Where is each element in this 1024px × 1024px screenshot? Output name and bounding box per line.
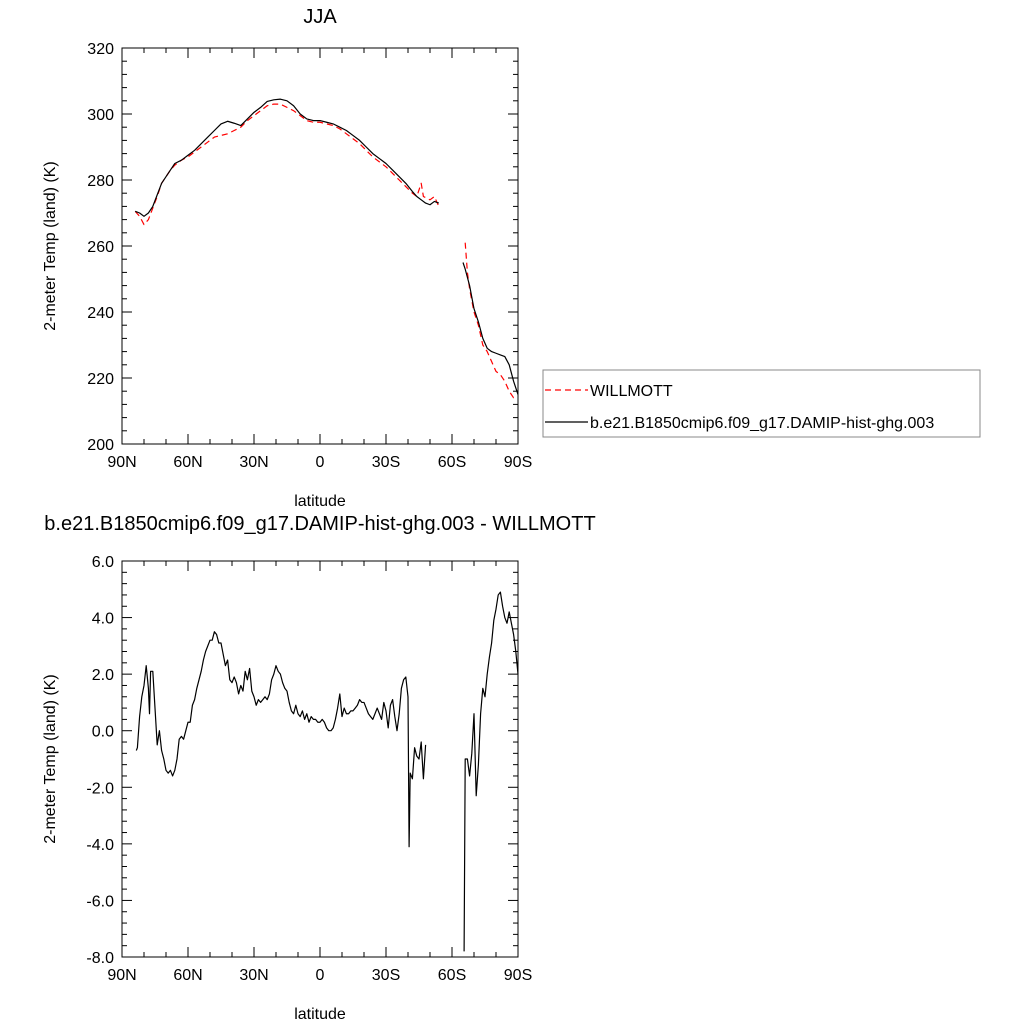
top-x-tick-label: 30N	[239, 454, 268, 471]
top-series-layer	[134, 98, 519, 399]
bottom-y-tick-label: 4.0	[92, 611, 114, 628]
bottom-x-tick-label: 30N	[239, 967, 268, 984]
bottom-y-tick-label: 0.0	[92, 724, 114, 741]
top-ticks-layer: 90N 60N 30N 0 30S 60S 90S 200 220 240 260 280 300 320	[87, 41, 532, 471]
bottom-y-tick-label: 6.0	[92, 554, 114, 571]
top-x-tick-label: 30S	[372, 454, 400, 471]
bottom-chart-title: b.e21.B1850cmip6.f09_g17.DAMIP-hist-ghg.…	[44, 513, 595, 535]
top-series-1-line	[134, 98, 440, 217]
bottom-series-0-line	[463, 591, 519, 952]
top-chart-title: JJA	[303, 6, 337, 28]
top-y-tick-label: 200	[87, 437, 114, 454]
bottom-series-0-line	[135, 631, 427, 848]
bottom-y-tick-label: -2.0	[86, 780, 114, 797]
legend-box	[542, 369, 981, 438]
top-x-tick-label: 0	[316, 454, 325, 471]
top-y-tick-label: 280	[87, 173, 114, 190]
bottom-x-tick-label: 90S	[504, 967, 532, 984]
bottom-x-tick-label: 60S	[438, 967, 466, 984]
bottom-x-tick-label: 0	[316, 967, 325, 984]
top-y-tick-label: 260	[87, 239, 114, 256]
bottom-y-tick-label: -6.0	[86, 893, 114, 910]
top-series-0-line	[464, 242, 518, 399]
bottom-ticks-layer: 90N 60N 30N 0 30S 60S 90S -8.0 -6.0 -4.0 -2.0 0.0 2.…	[86, 554, 532, 984]
bottom-y-tick-label: -8.0	[86, 950, 114, 967]
top-x-tick-label: 60N	[173, 454, 202, 471]
top-y-tick-label: 220	[87, 371, 114, 388]
top-series-1-line	[462, 262, 519, 395]
top-y-tick-label: 240	[87, 305, 114, 322]
legend-label-willmott: WILLMOTT	[590, 383, 673, 400]
top-series-0-line	[134, 103, 440, 226]
top-x-tick-label: 60S	[438, 454, 466, 471]
panel-top: JJA 90N 60N 30N 0 30S 60S 90S 200 220 240 260 280 30…	[42, 6, 981, 510]
top-x-axis-label: latitude	[294, 493, 346, 510]
bottom-y-tick-label: -4.0	[86, 837, 114, 854]
legend: WILLMOTT b.e21.B1850cmip6.f09_g17.DAMIP-…	[542, 369, 981, 438]
bottom-x-tick-label: 30S	[372, 967, 400, 984]
top-x-tick-label: 90S	[504, 454, 532, 471]
top-x-tick-label: 90N	[107, 454, 136, 471]
legend-label-model: b.e21.B1850cmip6.f09_g17.DAMIP-hist-ghg.…	[590, 415, 934, 432]
top-y-tick-label: 300	[87, 107, 114, 124]
bottom-plot-frame	[121, 560, 519, 958]
top-y-tick-label: 320	[87, 41, 114, 58]
bottom-y-tick-label: 2.0	[92, 667, 114, 684]
bottom-x-tick-label: 60N	[173, 967, 202, 984]
bottom-y-axis-label: 2-meter Temp (land) (K)	[42, 674, 59, 844]
panel-bottom: b.e21.B1850cmip6.f09_g17.DAMIP-hist-ghg.…	[42, 513, 596, 1023]
bottom-x-tick-label: 90N	[107, 967, 136, 984]
top-plot-frame	[121, 47, 519, 445]
bottom-x-axis-label: latitude	[294, 1006, 346, 1023]
top-y-axis-label: 2-meter Temp (land) (K)	[42, 161, 59, 331]
bottom-series-layer	[135, 591, 519, 952]
